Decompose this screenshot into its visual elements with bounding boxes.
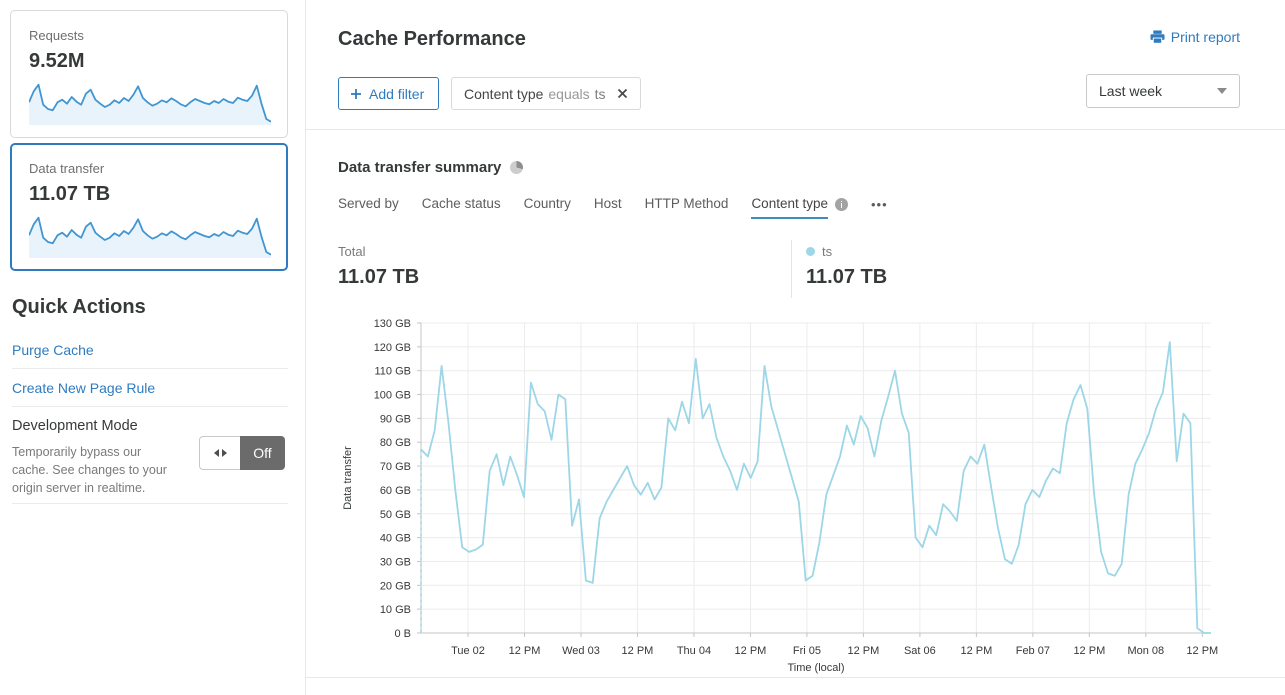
x-axis-title: Time (local)	[787, 662, 844, 674]
y-tick-label: 100 GB	[374, 390, 411, 402]
create-page-rule-link[interactable]: Create New Page Rule	[12, 380, 156, 396]
quick-actions-title: Quick Actions	[12, 296, 146, 318]
development-mode-title: Development Mode	[12, 418, 138, 434]
toggle-arrows-icon	[199, 436, 240, 470]
data-transfer-chart[interactable]: 0 B 10 GB 20 GB 30 GB 40 GB 50 GB 60 GB 70 GB 80…	[331, 318, 1231, 688]
x-tick-label: 12 PM	[960, 645, 992, 657]
print-report-link[interactable]: Print report	[1150, 29, 1240, 45]
tab-served-by[interactable]: Served by	[338, 196, 399, 211]
data-transfer-value: 11.07 TB	[29, 183, 111, 205]
data-transfer-sparkline	[29, 216, 271, 258]
legend-dot-icon	[806, 247, 815, 256]
add-filter-button[interactable]: Add filter	[338, 77, 440, 110]
tab-cache-status[interactable]: Cache status	[421, 196, 501, 211]
x-tick-label: 12 PM	[1186, 645, 1218, 657]
total-label: Total	[338, 244, 366, 259]
summary-tabs: Served by Cache status Country Host HTTP…	[338, 196, 888, 219]
filter-chip-content-type[interactable]: Content type equals ts	[451, 77, 641, 110]
y-tick-label: 50 GB	[380, 509, 411, 521]
series-line-ts	[420, 341, 1211, 634]
y-tick-label: 60 GB	[380, 485, 411, 497]
x-tick-label: Sat 06	[904, 645, 936, 657]
y-axis-title: Data transfer	[342, 446, 354, 510]
y-tick-label: 70 GB	[380, 461, 411, 473]
metric-card-data-transfer[interactable]: Data transfer 11.07 TB	[10, 143, 288, 271]
y-tick-label: 30 GB	[380, 556, 411, 568]
y-tick-label: 120 GB	[374, 342, 411, 354]
pie-chart-icon	[510, 161, 524, 174]
requests-sparkline	[29, 83, 271, 125]
y-tick-label: 10 GB	[380, 604, 411, 616]
y-tick-label: 90 GB	[380, 413, 411, 425]
chip-field: Content type	[464, 85, 544, 102]
metric-card-requests[interactable]: Requests 9.52M	[10, 10, 288, 138]
purge-cache-link[interactable]: Purge Cache	[12, 342, 94, 358]
legend-ts[interactable]: ts	[806, 244, 832, 259]
summary-title: Data transfer summary	[338, 159, 502, 176]
x-tick-label: Feb 07	[1016, 645, 1050, 657]
chevron-down-icon	[1217, 88, 1227, 94]
y-tick-label: 40 GB	[380, 533, 411, 545]
page-title: Cache Performance	[338, 28, 526, 50]
data-transfer-label: Data transfer	[29, 161, 105, 176]
time-range-select[interactable]: Last week	[1086, 74, 1240, 108]
y-tick-label: 130 GB	[374, 318, 411, 330]
y-tick-label: 80 GB	[380, 437, 411, 449]
print-report-label: Print report	[1170, 29, 1240, 45]
development-mode-description: Temporarily bypass our cache. See change…	[12, 445, 167, 495]
more-tabs-button[interactable]: •••	[871, 197, 888, 212]
y-tick-label: 20 GB	[380, 580, 411, 592]
x-tick-label: Fri 05	[793, 645, 821, 657]
x-tick-label: 12 PM	[735, 645, 767, 657]
x-tick-label: 12 PM	[1073, 645, 1105, 657]
legend-value: 11.07 TB	[806, 266, 888, 288]
x-tick-label: 12 PM	[509, 645, 541, 657]
total-value: 11.07 TB	[338, 266, 420, 288]
sidebar-divider	[12, 406, 288, 407]
sidebar-divider	[12, 503, 288, 504]
sidebar-divider	[12, 368, 288, 369]
requests-value: 9.52M	[29, 50, 85, 72]
totals-divider	[791, 240, 792, 298]
requests-label: Requests	[29, 28, 84, 43]
x-tick-label: 12 PM	[622, 645, 654, 657]
bottom-divider	[306, 677, 1285, 678]
x-tick-label: Wed 03	[562, 645, 600, 657]
sidebar: Requests 9.52M Data transfer 11.07 TB Qu…	[0, 0, 305, 695]
legend-name: ts	[822, 244, 833, 259]
y-tick-label: 110 GB	[375, 366, 412, 378]
add-filter-label: Add filter	[369, 85, 425, 102]
toggle-off-state: Off	[240, 436, 285, 470]
time-range-value: Last week	[1099, 83, 1163, 99]
info-icon[interactable]	[835, 198, 848, 211]
tab-country[interactable]: Country	[523, 196, 571, 211]
y-tick-label: 0 B	[394, 628, 411, 640]
chip-close-button[interactable]	[617, 88, 628, 99]
header-divider	[306, 129, 1285, 130]
printer-icon	[1150, 30, 1165, 44]
plus-icon	[351, 88, 361, 99]
tab-content-type[interactable]: Content type	[751, 196, 828, 219]
main-panel: Cache Performance Print report Add filte…	[305, 0, 1285, 695]
tab-http-method[interactable]: HTTP Method	[644, 196, 729, 211]
tab-host[interactable]: Host	[593, 196, 622, 211]
x-tick-label: Thu 04	[677, 645, 711, 657]
x-tick-label: 12 PM	[848, 645, 880, 657]
development-mode-toggle[interactable]: Off	[199, 436, 285, 470]
x-tick-label: Mon 08	[1127, 645, 1164, 657]
close-icon	[617, 88, 627, 99]
chip-value: ts	[594, 85, 606, 102]
x-tick-label: Tue 02	[451, 645, 485, 657]
chip-operator: equals	[548, 85, 590, 102]
